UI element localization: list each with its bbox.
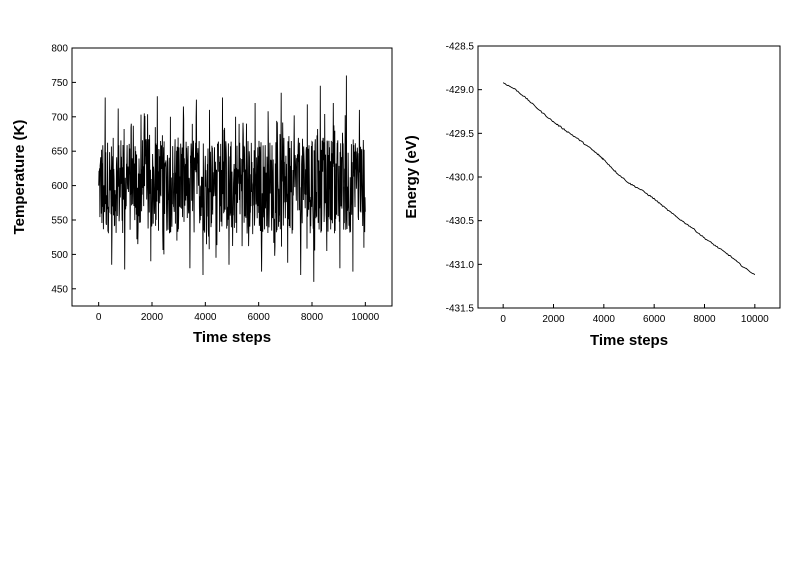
temperature-series-line (98, 75, 366, 282)
energy-series-line (502, 82, 756, 276)
temperature-x-tick-label: 6000 (248, 312, 271, 323)
energy-y-tick-label: -431.5 (446, 304, 475, 315)
temperature-y-axis-title: Temperature (K) (11, 120, 28, 235)
temperature-y-tick-label: 450 (51, 284, 68, 295)
energy-y-ticks: -431.5 -431.0 -430.5 -430.0 -429.5 -429.0 -428… (446, 42, 482, 315)
energy-y-tick-label: -431.0 (446, 260, 475, 271)
energy-y-tick-label: -429.0 (446, 85, 475, 96)
temperature-y-tick-label: 700 (51, 112, 68, 123)
temperature-x-axis-title: Time steps (193, 329, 271, 346)
temperature-y-ticks: 450 500 550 600 650 700 750 800 (51, 44, 76, 295)
temperature-x-tick-label: 4000 (194, 312, 217, 323)
temperature-chart: 0 2000 4000 6000 8000 10000 450 500 550 600 650 70… (11, 44, 393, 346)
temperature-plot-frame (71, 47, 393, 307)
energy-y-tick-label: -430.5 (446, 216, 475, 227)
energy-plot-frame (477, 45, 781, 309)
temperature-x-ticks: 0 2000 4000 6000 8000 10000 (96, 302, 380, 323)
energy-x-tick-label: 0 (500, 314, 506, 325)
energy-x-tick-label: 4000 (593, 314, 616, 325)
temperature-y-tick-label: 750 (51, 78, 68, 89)
energy-x-tick-label: 10000 (741, 314, 769, 325)
energy-y-tick-label: -430.0 (446, 173, 475, 184)
energy-x-tick-label: 2000 (542, 314, 565, 325)
temperature-x-tick-label: 0 (96, 312, 102, 323)
energy-series (502, 82, 756, 276)
temperature-x-tick-label: 2000 (141, 312, 164, 323)
energy-chart: 0 2000 4000 6000 8000 10000 -431.5 -431.0 -430.… (403, 42, 781, 349)
temperature-y-tick-label: 500 (51, 250, 68, 261)
energy-y-tick-label: -428.5 (446, 42, 475, 53)
temperature-x-tick-label: 8000 (301, 312, 324, 323)
energy-x-tick-label: 6000 (643, 314, 666, 325)
temperature-y-tick-label: 600 (51, 181, 68, 192)
temperature-y-tick-label: 800 (51, 44, 68, 55)
temperature-x-tick-label: 10000 (351, 312, 379, 323)
temperature-y-tick-label: 550 (51, 216, 68, 227)
energy-x-tick-label: 8000 (693, 314, 716, 325)
energy-x-ticks: 0 2000 4000 6000 8000 10000 (500, 304, 769, 325)
energy-y-tick-label: -429.5 (446, 129, 475, 140)
energy-y-axis-title: Energy (eV) (403, 135, 420, 218)
energy-x-axis-title: Time steps (590, 332, 668, 349)
temperature-series (98, 75, 366, 282)
temperature-y-tick-label: 650 (51, 147, 68, 158)
